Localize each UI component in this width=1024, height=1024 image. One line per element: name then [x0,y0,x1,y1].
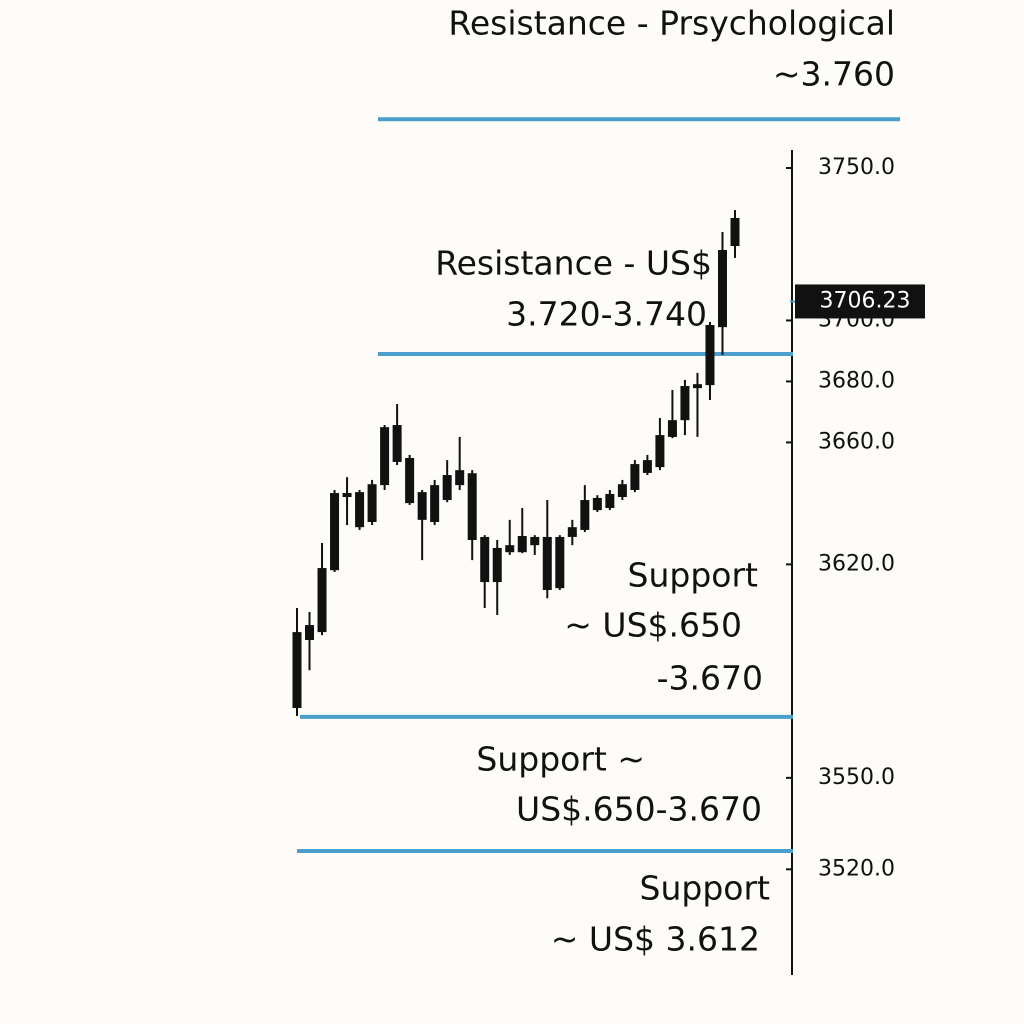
candle-body [580,500,590,530]
annotation: ~3.760 [773,55,895,94]
y-tick-label: 3620.0 [818,551,895,576]
candle-body [530,536,540,546]
candle-body [392,425,402,462]
candle-body [605,493,615,508]
candle-body [692,384,702,389]
candle-body [505,545,515,553]
candle-body [642,460,652,473]
y-tick-label: 3520.0 [818,856,895,881]
candle-body [480,536,490,583]
candle-body [342,493,352,498]
candle-body [380,427,390,486]
annotation: ~ US$.650 [564,606,742,645]
candle-body [467,473,477,540]
annotation: US$.650-3.670 [516,790,762,829]
annotation: ~ US$ 3.612 [551,920,760,959]
y-tick-label: 3680.0 [818,368,895,393]
annotation: Resistance - Prsychological [448,4,895,43]
price-tag-label: 3706.23 [820,288,911,313]
price-tag [795,284,925,319]
candle-body [292,632,302,709]
candle-body [317,568,327,633]
annotation: Support ~ [476,740,645,779]
candle-body [655,435,665,468]
y-tick-label: 3750.0 [818,155,895,180]
annotation: 3.720-3.740 [506,295,707,334]
candle-body [717,250,727,328]
candle-body [517,536,527,553]
annotation: Resistance - US$ [435,244,712,283]
candle-body [617,484,627,498]
candle-body [730,217,740,247]
annotation: Support [628,556,759,595]
candle-body [492,547,502,583]
y-tick-label: 3550.0 [818,765,895,790]
candle-body [680,386,690,421]
candle-body [542,536,552,591]
candle-body [330,493,340,571]
candle-body [630,464,640,490]
candle-body [592,497,602,511]
y-tick-label: 3660.0 [818,429,895,454]
annotation: -3.670 [657,659,763,698]
candle-body [355,492,365,528]
candle-body [455,470,465,486]
candle-body [667,420,677,437]
candle-body [417,492,427,520]
annotation: Support [640,869,771,908]
candle-body [442,475,452,501]
candle-body [405,457,415,504]
candle-body [305,625,315,641]
candle-body [367,484,377,523]
candle-body [430,485,440,523]
candle-body [555,536,565,589]
candle-body [705,325,715,386]
candle-body [567,527,577,537]
